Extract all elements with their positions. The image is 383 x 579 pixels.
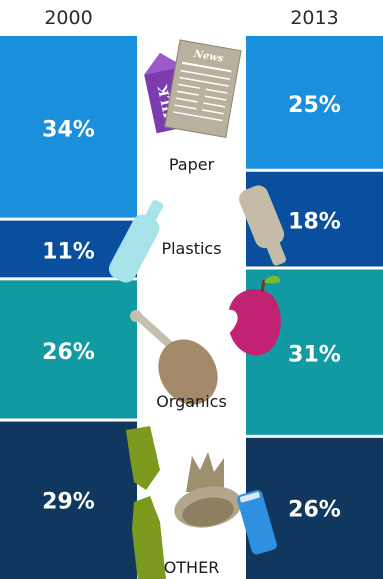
svg-text:News: News bbox=[192, 49, 225, 65]
segment-other-2000 bbox=[0, 421, 137, 579]
newspaper-icon: News bbox=[164, 39, 242, 139]
broken-bottle-icon bbox=[126, 426, 166, 579]
segment-paper-2013 bbox=[246, 36, 383, 169]
segment-organics-2000 bbox=[0, 280, 137, 419]
category-label-organics: Organics bbox=[156, 392, 227, 411]
year-label-2000: 2000 bbox=[44, 7, 92, 29]
value-label-other-2000: 29% bbox=[42, 489, 95, 514]
tin-can-icon bbox=[174, 452, 242, 528]
category-label-paper: Paper bbox=[169, 155, 215, 174]
apple-core-icon bbox=[228, 275, 281, 356]
soda-can-icon bbox=[237, 490, 277, 555]
segment-paper-2000 bbox=[0, 36, 137, 218]
segment-other-2013 bbox=[246, 437, 383, 579]
plastic-bottle-icon bbox=[239, 185, 287, 266]
value-label-plastics-2000: 11% bbox=[42, 239, 95, 264]
value-label-organics-2013: 31% bbox=[288, 343, 341, 368]
value-label-plastics-2013: 18% bbox=[288, 210, 341, 235]
value-label-other-2013: 26% bbox=[288, 497, 341, 522]
value-label-paper-2013: 25% bbox=[288, 93, 341, 118]
category-label-plastics: Plastics bbox=[161, 239, 221, 258]
category-label-other: OTHER bbox=[164, 558, 220, 577]
value-label-paper-2000: 34% bbox=[42, 117, 95, 142]
year-label-2013: 2013 bbox=[290, 7, 338, 29]
plastic-bottle-icon bbox=[108, 200, 164, 283]
chicken-leg-icon bbox=[130, 310, 218, 405]
stacked-columns bbox=[0, 36, 383, 579]
value-label-organics-2000: 26% bbox=[42, 340, 95, 365]
value-labels: 2000 2013 34% 11% 26% 29% 25% 18% 31% 26% Paper Pla… bbox=[42, 7, 341, 577]
